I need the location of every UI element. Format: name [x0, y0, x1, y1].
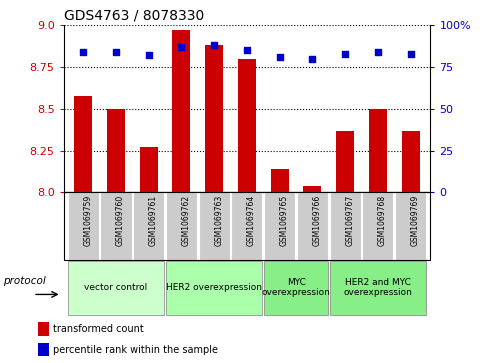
Point — [210, 42, 218, 48]
Point — [373, 49, 381, 55]
FancyBboxPatch shape — [67, 261, 164, 315]
FancyBboxPatch shape — [165, 192, 197, 260]
FancyBboxPatch shape — [67, 192, 99, 260]
Bar — [335, 131, 353, 192]
Bar — [270, 169, 288, 192]
FancyBboxPatch shape — [296, 192, 327, 260]
Bar — [140, 147, 158, 192]
Text: GDS4763 / 8078330: GDS4763 / 8078330 — [63, 9, 203, 23]
Text: protocol: protocol — [3, 276, 46, 286]
Text: percentile rank within the sample: percentile rank within the sample — [53, 345, 218, 355]
Point — [308, 56, 316, 62]
Point — [275, 54, 283, 60]
Text: GSM1069762: GSM1069762 — [181, 195, 190, 245]
FancyBboxPatch shape — [100, 192, 131, 260]
FancyBboxPatch shape — [264, 261, 327, 315]
Text: GSM1069768: GSM1069768 — [377, 195, 386, 245]
Bar — [368, 109, 386, 192]
FancyBboxPatch shape — [394, 192, 426, 260]
Bar — [107, 109, 125, 192]
Text: vector control: vector control — [84, 283, 147, 292]
FancyBboxPatch shape — [329, 261, 426, 315]
Bar — [38, 322, 49, 336]
FancyBboxPatch shape — [133, 192, 164, 260]
Text: GSM1069766: GSM1069766 — [312, 195, 321, 246]
Point — [406, 51, 414, 57]
Text: GSM1069764: GSM1069764 — [246, 195, 255, 246]
Point — [243, 48, 250, 53]
Text: GSM1069761: GSM1069761 — [148, 195, 158, 245]
Text: GSM1069767: GSM1069767 — [345, 195, 353, 246]
Bar — [303, 186, 321, 192]
Bar — [238, 59, 255, 192]
Text: transformed count: transformed count — [53, 324, 143, 334]
Text: GSM1069759: GSM1069759 — [83, 195, 92, 246]
Point — [144, 53, 152, 58]
Text: MYC
overexpression: MYC overexpression — [261, 278, 330, 297]
FancyBboxPatch shape — [231, 192, 262, 260]
Point — [79, 49, 87, 55]
Text: HER2 overexpression: HER2 overexpression — [166, 283, 262, 292]
Bar — [401, 131, 419, 192]
Point — [341, 51, 348, 57]
FancyBboxPatch shape — [362, 192, 393, 260]
Bar — [205, 45, 223, 192]
Text: GSM1069769: GSM1069769 — [410, 195, 419, 246]
Bar — [74, 95, 92, 192]
Text: GSM1069760: GSM1069760 — [116, 195, 125, 246]
Text: GSM1069765: GSM1069765 — [279, 195, 288, 246]
FancyBboxPatch shape — [165, 261, 262, 315]
Bar — [38, 343, 49, 356]
Bar — [172, 30, 190, 192]
FancyBboxPatch shape — [198, 192, 229, 260]
Text: HER2 and MYC
overexpression: HER2 and MYC overexpression — [343, 278, 411, 297]
FancyBboxPatch shape — [329, 192, 360, 260]
Text: GSM1069763: GSM1069763 — [214, 195, 223, 246]
Point — [112, 49, 120, 55]
Point — [177, 44, 185, 50]
FancyBboxPatch shape — [264, 192, 295, 260]
